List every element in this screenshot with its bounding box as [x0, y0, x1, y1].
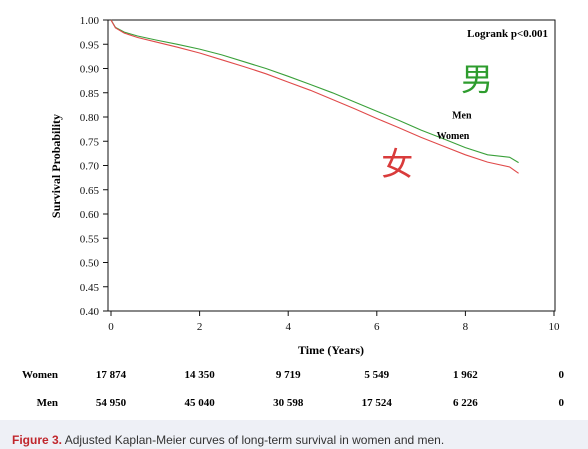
figure-caption: Figure 3. Adjusted Kaplan-Meier curves o…	[12, 433, 444, 447]
x-tick-label: 10	[549, 321, 561, 333]
risk-cell: 0	[559, 369, 565, 381]
y-tick-label: 0.85	[80, 88, 100, 100]
y-tick-label: 0.80	[80, 112, 100, 124]
caption-label: Figure 3.	[12, 433, 63, 447]
x-tick-label: 0	[108, 321, 114, 333]
y-tick-label: 0.60	[80, 209, 100, 221]
risk-cell: 0	[559, 397, 565, 409]
risk-cell: 9 719	[276, 369, 301, 381]
series-line-men	[110, 19, 519, 164]
x-axis-title: Time (Years)	[298, 343, 364, 357]
risk-cell: 17 874	[96, 369, 127, 381]
handwritten-mark: 男	[461, 61, 493, 97]
x-tick-label: 4	[285, 321, 291, 333]
risk-table: Women 17 874 14 350 9 719 5 549 1 962 0 Men 54 9…	[22, 369, 565, 409]
y-tick-label: 0.65	[80, 185, 100, 197]
y-tick-label: 0.95	[80, 39, 100, 51]
y-tick-label: 0.75	[80, 136, 100, 148]
caption-text: Adjusted Kaplan-Meier curves of long-ter…	[64, 433, 445, 447]
y-tick-label: 0.90	[80, 64, 100, 76]
y-tick-label: 1.00	[80, 15, 100, 27]
y-tick-label: 0.40	[80, 306, 100, 318]
logrank-annotation: Logrank p<0.001	[467, 28, 548, 40]
risk-cell: 17 524	[362, 397, 393, 409]
risk-cell: 6 226	[453, 397, 478, 409]
km-chart: 1.00 0.95 0.90 0.85 0.80 0.75 0.70 0.65 0.60 0.55…	[22, 15, 565, 409]
y-tick-label: 0.70	[80, 161, 100, 173]
x-axis: 0 2 4 6 8 10	[108, 311, 560, 333]
y-tick-label: 0.50	[80, 258, 100, 270]
risk-row-label: Women	[22, 369, 58, 381]
series-label: Men	[452, 110, 472, 121]
x-tick-label: 8	[463, 321, 469, 333]
x-tick-label: 2	[197, 321, 203, 333]
series-labels: Men Women 男女	[381, 61, 493, 182]
series-line-women	[110, 19, 519, 174]
caption-bar	[0, 420, 588, 449]
y-tick-label: 0.45	[80, 282, 100, 294]
survival-curves	[110, 19, 519, 174]
risk-cell: 5 549	[364, 369, 389, 381]
x-tick-label: 6	[374, 321, 380, 333]
risk-cell: 54 950	[96, 397, 127, 409]
handwritten-mark: 女	[381, 146, 413, 182]
risk-row-label: Men	[37, 397, 58, 409]
risk-cell: 14 350	[184, 369, 215, 381]
y-axis: 1.00 0.95 0.90 0.85 0.80 0.75 0.70 0.65 0.60 0.55…	[80, 15, 108, 318]
risk-cell: 1 962	[453, 369, 478, 381]
risk-cell: 45 040	[184, 397, 215, 409]
series-label: Women	[437, 131, 470, 142]
risk-cell: 30 598	[273, 397, 304, 409]
y-tick-label: 0.55	[80, 233, 100, 245]
y-axis-title: Survival Probability	[49, 114, 63, 218]
